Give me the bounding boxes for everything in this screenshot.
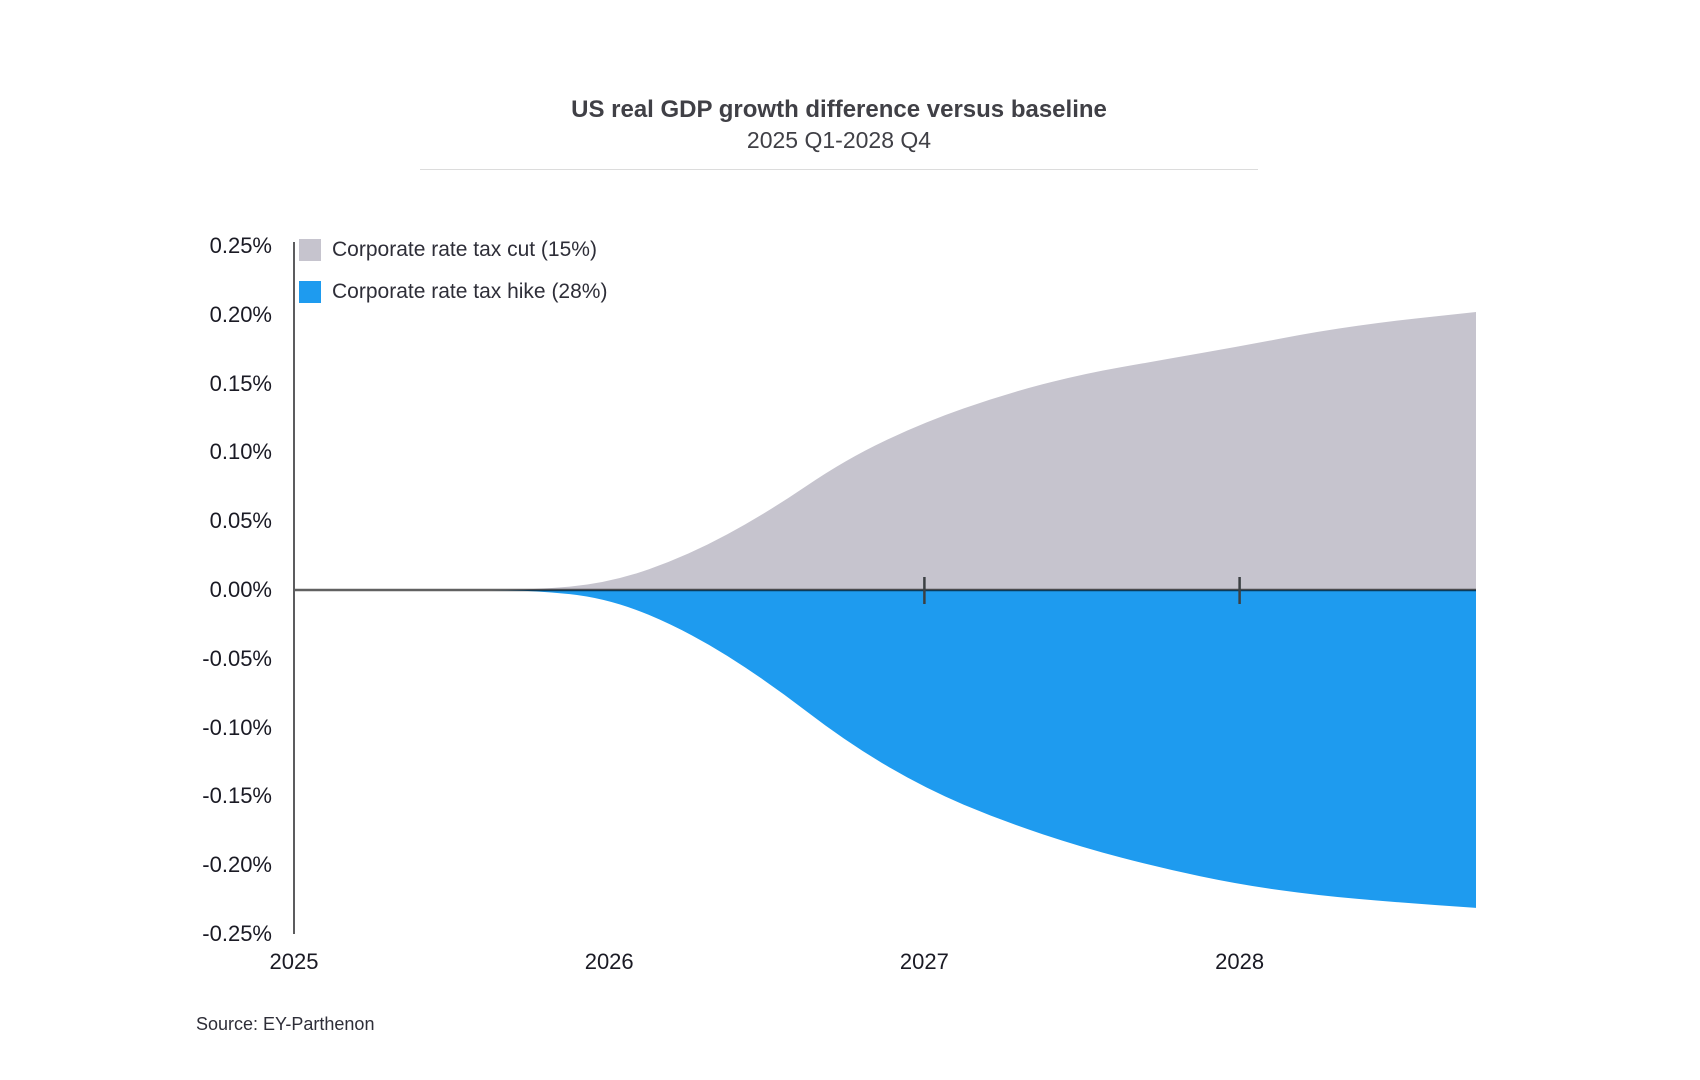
title-divider: [420, 169, 1258, 170]
x-tick-label: 2027: [899, 949, 949, 974]
area-tax-cut: [294, 312, 1476, 590]
legend-item-tax-hike: Corporate rate tax hike (28%): [299, 280, 607, 304]
legend-label-tax-hike: Corporate rate tax hike (28%): [332, 280, 608, 303]
y-tick-label: -0.15%: [202, 783, 272, 809]
chart-subtitle: 2025 Q1-2028 Q4: [746, 127, 932, 153]
y-tick-label: -0.10%: [202, 714, 272, 740]
y-tick-label: 0.15%: [209, 370, 272, 396]
y-tick-label: -0.25%: [202, 921, 272, 946]
y-tick-label: 0.10%: [209, 439, 272, 465]
y-tick-label: 0.20%: [209, 301, 272, 327]
y-tick-label: 0.25%: [209, 233, 272, 258]
legend-item-tax-cut: Corporate rate tax cut (15%): [299, 238, 607, 262]
legend-swatch-tax-cut-icon: [299, 239, 321, 261]
source-note: Source: EY-Parthenon: [196, 1014, 375, 1034]
area-tax-hike: [294, 590, 1476, 908]
y-tick-label: 0.00%: [209, 577, 272, 602]
x-tick-label: 2025: [269, 949, 319, 974]
title-block: US real GDP growth difference versus bas…: [420, 94, 1258, 170]
y-tick-label: 0.05%: [209, 508, 272, 534]
y-tick-label: -0.05%: [202, 645, 272, 671]
legend-label-tax-cut: Corporate rate tax cut (15%): [332, 238, 597, 261]
legend-swatch-tax-hike-icon: [299, 281, 321, 303]
y-tick-label: -0.20%: [202, 852, 272, 878]
legend: Corporate rate tax cut (15%) Corporate r…: [299, 238, 607, 322]
x-tick-label: 2026: [584, 949, 634, 974]
x-tick-label: 2028: [1215, 949, 1265, 974]
chart-title: US real GDP growth difference versus bas…: [571, 96, 1107, 123]
